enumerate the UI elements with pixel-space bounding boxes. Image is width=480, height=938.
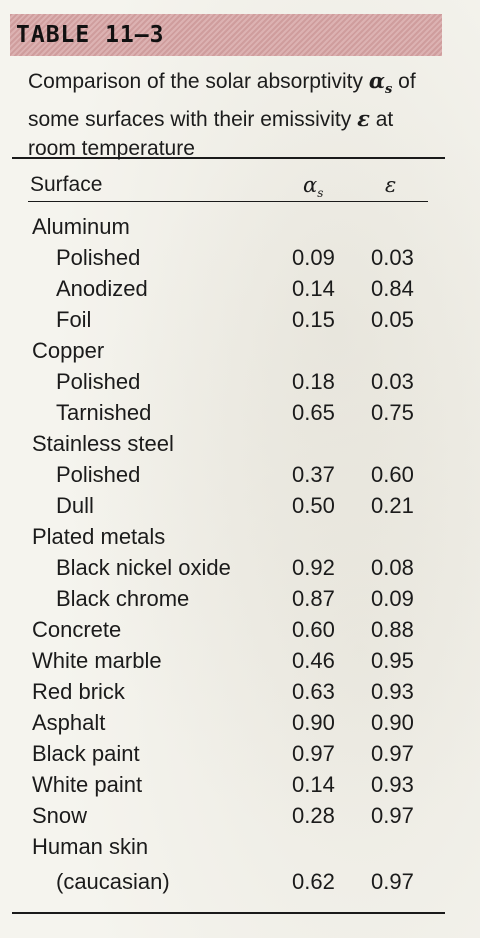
row-absorptivity: 0.50	[292, 493, 335, 518]
row-surface: (caucasian)	[56, 869, 170, 894]
table-row: White marble 0.46 0.95	[0, 648, 470, 678]
row-absorptivity: 0.15	[292, 307, 335, 332]
row-absorptivity: 0.90	[292, 710, 335, 735]
header-rule	[28, 201, 428, 202]
table-caption: Comparison of the solar absorptivity αs …	[28, 66, 438, 163]
bottom-rule	[12, 912, 445, 914]
row-surface: Polished	[56, 462, 141, 487]
row-absorptivity: 0.87	[292, 586, 335, 611]
table-row: Polished 0.37 0.60	[0, 462, 470, 492]
row-absorptivity: 0.46	[292, 648, 335, 673]
header-absorptivity: αs	[303, 173, 323, 200]
table-row: Asphalt 0.90 0.90	[0, 710, 470, 740]
row-emissivity: 0.05	[371, 307, 414, 332]
table-row: Dull 0.50 0.21	[0, 493, 470, 523]
row-emissivity: 0.08	[371, 555, 414, 580]
header-emissivity: ε	[385, 173, 397, 197]
row-surface: White paint	[32, 772, 143, 797]
row-absorptivity: 0.60	[292, 617, 335, 642]
row-surface: Aluminum	[32, 214, 130, 239]
row-surface: Snow	[32, 803, 88, 828]
row-surface: Dull	[56, 493, 94, 518]
row-emissivity: 0.03	[371, 245, 414, 270]
row-surface: Stainless steel	[32, 431, 174, 456]
caption-alpha-subscript: s	[385, 82, 393, 98]
row-emissivity: 0.93	[371, 679, 414, 704]
table-row: White paint 0.14 0.93	[0, 772, 470, 802]
row-emissivity: 0.84	[371, 276, 414, 301]
row-emissivity: 0.75	[371, 400, 414, 425]
row-emissivity: 0.09	[371, 586, 414, 611]
row-emissivity: 0.97	[371, 803, 414, 828]
row-surface: Red brick	[32, 679, 125, 704]
row-surface: Black paint	[32, 741, 140, 766]
row-absorptivity: 0.14	[292, 276, 335, 301]
row-surface: Tarnished	[56, 400, 152, 425]
row-absorptivity: 0.63	[292, 679, 335, 704]
row-surface: Human skin	[32, 834, 149, 859]
table-row: Copper	[0, 338, 470, 368]
row-surface: White marble	[32, 648, 162, 673]
row-emissivity: 0.88	[371, 617, 414, 642]
table-row: Plated metals	[0, 524, 470, 554]
row-surface: Asphalt	[32, 710, 106, 735]
row-surface: Black nickel oxide	[56, 555, 231, 580]
table-label: TABLE 11–3	[16, 22, 165, 48]
row-surface: Polished	[56, 245, 141, 270]
row-emissivity: 0.95	[371, 648, 414, 673]
table-row: Red brick 0.63 0.93	[0, 679, 470, 709]
table-row: (caucasian) 0.62 0.97	[0, 869, 470, 899]
table-row: Snow 0.28 0.97	[0, 803, 470, 833]
table-title-bar	[10, 14, 442, 56]
row-absorptivity: 0.14	[292, 772, 335, 797]
table-row: Stainless steel	[0, 431, 470, 461]
row-emissivity: 0.97	[371, 869, 414, 894]
row-emissivity: 0.93	[371, 772, 414, 797]
caption-text-1: Comparison of the solar absorptivity	[28, 70, 369, 93]
row-emissivity: 0.97	[371, 741, 414, 766]
caption-text-2: of some surfaces with their emissivity	[28, 70, 416, 132]
table-row: Polished 0.18 0.03	[0, 369, 470, 399]
row-surface: Foil	[56, 307, 92, 332]
row-absorptivity: 0.28	[292, 803, 335, 828]
caption-alpha-symbol: αs	[368, 68, 393, 97]
row-absorptivity: 0.97	[292, 741, 335, 766]
table-row: Black nickel oxide 0.92 0.08	[0, 555, 470, 585]
row-absorptivity: 0.09	[292, 245, 335, 270]
caption-alpha-letter: α	[368, 68, 385, 93]
row-absorptivity: 0.65	[292, 400, 335, 425]
row-emissivity: 0.21	[371, 493, 414, 518]
table-row: Human skin	[0, 834, 470, 864]
header-alpha-letter: α	[303, 173, 318, 197]
table-row: Tarnished 0.65 0.75	[0, 400, 470, 430]
row-surface: Polished	[56, 369, 141, 394]
row-surface: Plated metals	[32, 524, 166, 549]
table-row: Anodized 0.14 0.84	[0, 276, 470, 306]
row-absorptivity: 0.62	[292, 869, 335, 894]
row-absorptivity: 0.92	[292, 555, 335, 580]
table-row: Black chrome 0.87 0.09	[0, 586, 470, 616]
table-row: Foil 0.15 0.05	[0, 307, 470, 337]
row-surface: Copper	[32, 338, 105, 363]
caption-epsilon-symbol: ε	[357, 106, 370, 132]
caption-text-3: at room temperature	[28, 108, 394, 161]
row-surface: Concrete	[32, 617, 122, 642]
row-emissivity: 0.60	[371, 462, 414, 487]
row-absorptivity: 0.18	[292, 369, 335, 394]
table-row: Black paint 0.97 0.97	[0, 741, 470, 771]
row-emissivity: 0.90	[371, 710, 414, 735]
table-row: Aluminum	[0, 214, 470, 244]
top-rule	[12, 157, 445, 159]
table-row: Concrete 0.60 0.88	[0, 617, 470, 647]
table-row: Polished 0.09 0.03	[0, 245, 470, 275]
row-absorptivity: 0.37	[292, 462, 335, 487]
row-surface: Black chrome	[56, 586, 190, 611]
header-surface: Surface	[30, 173, 103, 196]
row-surface: Anodized	[56, 276, 148, 301]
row-emissivity: 0.03	[371, 369, 414, 394]
header-alpha-subscript: s	[317, 186, 324, 201]
